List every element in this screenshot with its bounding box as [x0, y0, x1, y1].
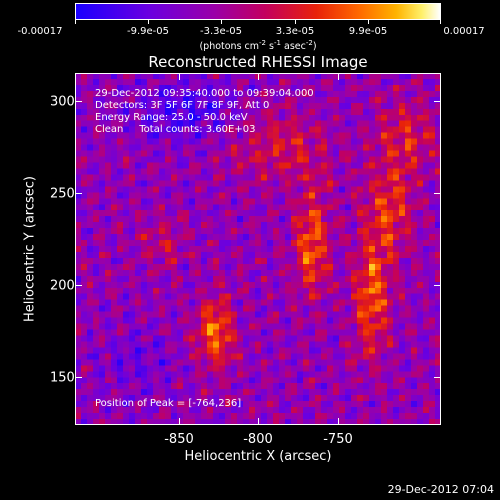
- y-tick: [75, 285, 82, 286]
- x-tick: [338, 418, 339, 425]
- colorbar-label: 0.00017: [443, 26, 485, 37]
- colorbar: [75, 3, 441, 20]
- x-tick-label: -750: [323, 432, 353, 447]
- colorbar-label: -9.9e-05: [127, 26, 169, 37]
- x-tick-label: -850: [164, 432, 194, 447]
- colorbar-tick: [75, 20, 76, 24]
- footer-timestamp: 29-Dec-2012 07:04: [387, 483, 494, 496]
- colorbar-units: (photons cm-2 s-1 asec-2): [199, 39, 317, 53]
- y-tick-label: 200: [50, 278, 75, 294]
- y-tick-label: 250: [50, 186, 75, 202]
- y-tick: [434, 377, 441, 378]
- y-tick: [75, 193, 82, 194]
- energy-range-label: Energy Range: 25.0 - 50.0 keV: [95, 112, 248, 123]
- y-tick: [75, 377, 82, 378]
- colorbar-label: -0.00017: [17, 26, 63, 37]
- y-axis-title: Heliocentric Y (arcsec): [22, 176, 38, 322]
- colorbar-tick: [440, 20, 441, 24]
- plot-title: Reconstructed RHESSI Image: [148, 53, 368, 71]
- detectors-label: Detectors: 3F 5F 6F 7F 8F 9F, Att 0: [95, 100, 270, 111]
- rhessi-heatmap: [75, 73, 441, 425]
- colorbar-tick: [368, 20, 369, 24]
- time-range-label: 29-Dec-2012 09:35:40.000 to 09:39:04.000: [95, 88, 314, 99]
- y-tick: [75, 101, 82, 102]
- y-tick: [434, 193, 441, 194]
- x-tick: [258, 73, 259, 80]
- y-tick-label: 150: [50, 370, 75, 386]
- x-axis-title: Heliocentric X (arcsec): [184, 449, 332, 464]
- y-tick: [434, 101, 441, 102]
- x-tick: [179, 418, 180, 425]
- x-tick: [258, 418, 259, 425]
- x-tick: [338, 73, 339, 80]
- colorbar-label: -3.3e-05: [200, 26, 242, 37]
- method-counts-label: Clean Total counts: 3.60E+03: [95, 124, 256, 135]
- x-tick-label: -800: [243, 432, 273, 447]
- y-tick-label: 300: [50, 94, 75, 110]
- colorbar-label: 9.9e-05: [348, 26, 388, 37]
- colorbar-tick: [148, 20, 149, 24]
- colorbar-tick: [221, 20, 222, 24]
- peak-position-label: Position of Peak = [-764,236]: [95, 398, 242, 409]
- colorbar-tick: [295, 20, 296, 24]
- y-tick: [434, 285, 441, 286]
- x-tick: [179, 73, 180, 80]
- colorbar-label: 3.3e-05: [275, 26, 315, 37]
- rhessi-image: [75, 73, 441, 425]
